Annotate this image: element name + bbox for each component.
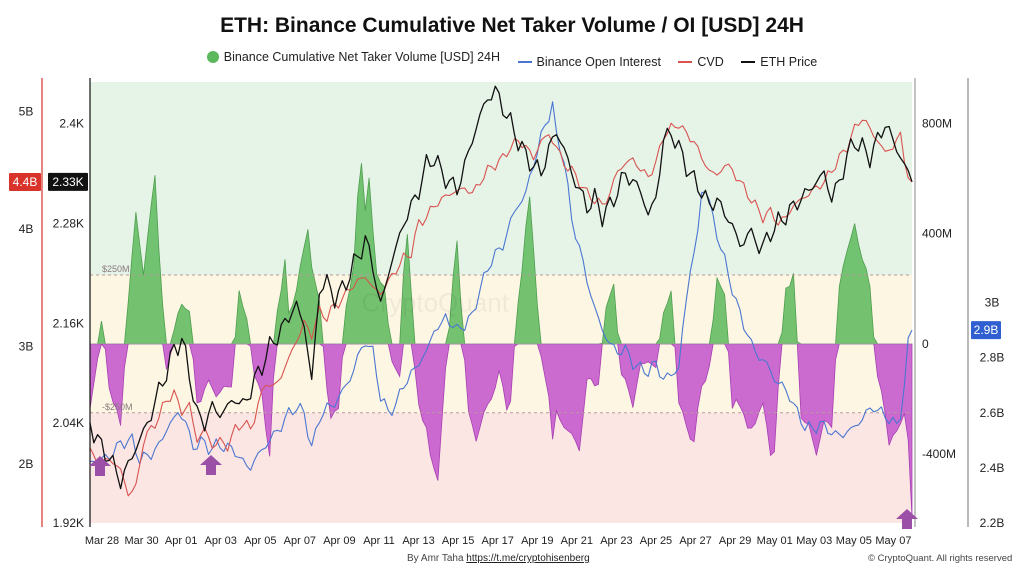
- x-axis-tick: Apr 29: [719, 535, 751, 547]
- chart-legend: Binance Cumulative Net Taker Volume [USD…: [0, 50, 1024, 69]
- x-axis-tick: Apr 17: [481, 535, 513, 547]
- threshold-label-neg-250m: -$250M: [102, 402, 133, 412]
- cvd-line: [89, 119, 913, 497]
- cvd-current-badge: [9, 172, 41, 191]
- price-current-badge-text: 2.33K: [52, 175, 83, 189]
- cvd-axis-tick: 5B: [19, 104, 34, 118]
- price-axis-tick: 2.4K: [59, 117, 84, 131]
- eth-price-line: [89, 85, 913, 490]
- x-axis-tick: May 07: [875, 535, 911, 547]
- oi-axis-tick: 2.8B: [980, 351, 1005, 365]
- x-axis-tick: Apr 27: [679, 535, 711, 547]
- open-interest-line: [89, 101, 913, 471]
- oi-axis-tick: 2.2B: [980, 516, 1005, 530]
- price-axis-tick: 1.92K: [53, 516, 84, 530]
- legend-swatch-eth-price: [741, 61, 756, 63]
- legend-label-cvd: CVD: [697, 55, 724, 69]
- legend-label-eth-price: ETH Price: [760, 55, 818, 69]
- net-taker-negative-area: [89, 342, 913, 518]
- price-axis-tick: 2.28K: [53, 216, 84, 230]
- net-taker-axis-tick: 400M: [922, 227, 952, 241]
- price-axis-tick: 2.04K: [53, 416, 84, 430]
- watermark: CryptoQuant: [362, 287, 510, 317]
- oi-axis-tick: 2.6B: [980, 406, 1005, 420]
- x-axis-tick: Mar 28: [85, 535, 119, 547]
- cvd-current-badge-text: 4.4B: [13, 175, 38, 189]
- x-axis-tick: Apr 01: [165, 535, 197, 547]
- oi-current-badge-text: 2.9B: [974, 323, 999, 337]
- x-axis-tick: Apr 05: [244, 535, 276, 547]
- x-axis-tick: Apr 13: [402, 535, 434, 547]
- chart-title: ETH: Binance Cumulative Net Taker Volume…: [220, 14, 804, 37]
- legend-swatch-cvd: [678, 61, 693, 63]
- x-axis-tick: May 03: [796, 535, 832, 547]
- footer-attribution: By Amr Taha https://t.me/cryptohisenberg: [407, 553, 590, 564]
- x-axis-tick: Apr 19: [521, 535, 553, 547]
- oi-current-badge: [971, 321, 1001, 340]
- x-axis-tick: Mar 30: [124, 535, 158, 547]
- zone-bullish: [90, 82, 912, 275]
- x-axis-tick: May 01: [757, 535, 793, 547]
- legend-swatch-net-taker: [206, 51, 219, 63]
- footer-author: By Amr Taha: [407, 553, 464, 564]
- footer-link[interactable]: https://t.me/cryptohisenberg: [466, 553, 590, 564]
- cvd-axis-tick: 2B: [19, 457, 34, 471]
- footer-credit: © CryptoQuant. All rights reserved: [868, 553, 1013, 564]
- marker-arrow-apr02: [200, 455, 222, 475]
- marker-arrow-may07: [896, 509, 918, 529]
- marker-arrow-mar28: [89, 456, 111, 476]
- net-taker-axis-tick: 800M: [922, 116, 952, 130]
- legend-item-net-taker[interactable]: Binance Cumulative Net Taker Volume [USD…: [206, 50, 501, 64]
- cvd-axis-tick: 4B: [19, 222, 34, 236]
- x-axis-tick: Apr 07: [284, 535, 316, 547]
- x-axis-tick: May 05: [836, 535, 872, 547]
- legend-label-open-interest: Binance Open Interest: [536, 55, 661, 69]
- x-axis-tick: Apr 09: [323, 535, 355, 547]
- cvd-axis-tick: 3B: [19, 340, 34, 354]
- legend-item-open-interest[interactable]: Binance Open Interest: [517, 55, 661, 69]
- x-axis-tick: Apr 15: [442, 535, 474, 547]
- x-axis-tick: Apr 03: [205, 535, 237, 547]
- net-taker-axis-tick: 0: [922, 337, 929, 351]
- legend-item-cvd[interactable]: CVD: [678, 55, 724, 69]
- threshold-label-250m: $250M: [102, 264, 130, 274]
- x-axis-tick: Apr 25: [640, 535, 672, 547]
- x-axis-tick: Apr 11: [363, 535, 395, 547]
- x-axis-tick: Apr 23: [600, 535, 632, 547]
- x-axis-tick: Apr 21: [561, 535, 593, 547]
- legend-label-net-taker: Binance Cumulative Net Taker Volume [USD…: [223, 50, 501, 64]
- price-current-badge: [48, 172, 88, 191]
- oi-axis-tick: 3B: [985, 296, 1000, 310]
- legend-swatch-open-interest: [517, 61, 532, 63]
- price-axis-tick: 2.16K: [53, 316, 84, 330]
- legend-item-eth-price[interactable]: ETH Price: [741, 55, 817, 69]
- net-taker-axis-tick: -400M: [922, 447, 956, 461]
- oi-axis-tick: 2.4B: [980, 461, 1005, 475]
